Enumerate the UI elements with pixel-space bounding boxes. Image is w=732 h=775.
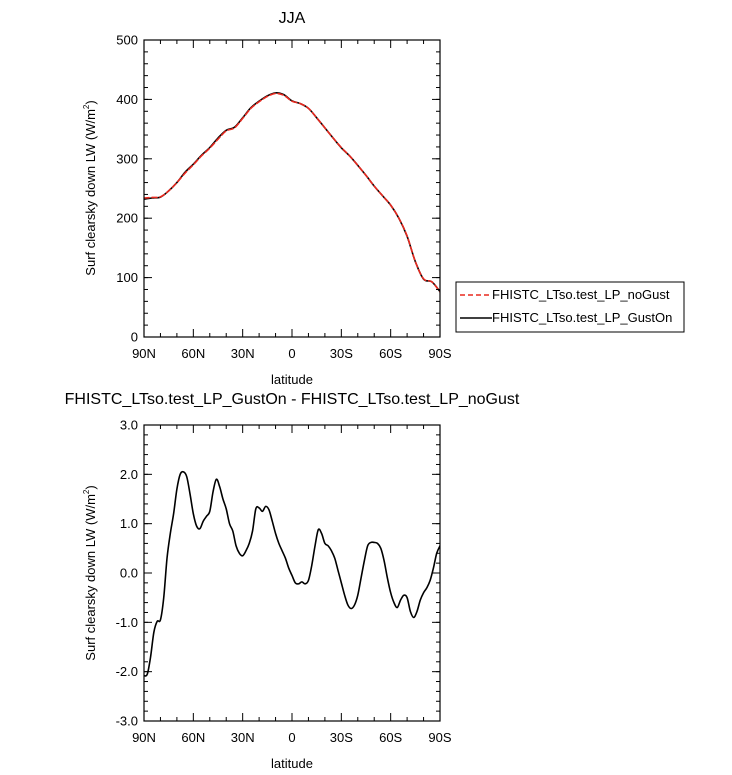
y-axis-label: Surf clearsky down LW (W/m2): [82, 100, 98, 275]
y-tick-label: -1.0: [116, 615, 138, 630]
x-tick-label: 0: [288, 730, 295, 745]
y-tick-label: 3.0: [120, 418, 138, 433]
chart-top: JJA 90N 60N 30N 0 30S 60S 90S0100200300400500 …: [82, 10, 685, 387]
y-tick-label: -3.0: [116, 714, 138, 729]
y-tick-label: 200: [116, 211, 138, 226]
y-tick-label: 300: [116, 151, 138, 166]
x-axis-label: latitude: [271, 756, 313, 771]
x-axis-label: latitude: [271, 372, 313, 387]
series-line-difference: [144, 470, 440, 677]
x-tick-label: 90S: [428, 346, 451, 361]
x-tick-label: 60S: [379, 346, 402, 361]
y-tick-label: 400: [116, 92, 138, 107]
x-tick-label: 90N: [132, 730, 156, 745]
chart-title: FHISTC_LTso.test_LP_GustOn - FHISTC_LTso…: [65, 391, 520, 408]
y-tick-label: 0: [131, 330, 138, 345]
y-axis-label: Surf clearsky down LW (W/m2): [82, 485, 98, 660]
x-tick-label: 90N: [132, 346, 156, 361]
y-tick-label: 100: [116, 270, 138, 285]
series-line-FHISTC_LTso.test_LP_noGust: [144, 92, 440, 293]
x-tick-label: 60S: [379, 730, 402, 745]
legend-label-guston: FHISTC_LTso.test_LP_GustOn: [492, 310, 672, 325]
plot-frame: [143, 39, 441, 338]
plot-frame: [143, 424, 441, 722]
y-tick-label: 2.0: [120, 467, 138, 482]
x-tick-label: 30S: [330, 346, 353, 361]
x-tick-label: 0: [288, 346, 295, 361]
x-tick-label: 60N: [181, 730, 205, 745]
y-tick-label: 500: [116, 33, 138, 48]
x-tick-label: 60N: [181, 346, 205, 361]
x-tick-label: 30S: [330, 730, 353, 745]
chart-title: JJA: [279, 10, 306, 27]
x-tick-label: 30N: [231, 346, 255, 361]
legend: FHISTC_LTso.test_LP_noGust FHISTC_LTso.t…: [455, 281, 685, 333]
x-tick-label: 90S: [428, 730, 451, 745]
x-tick-label: 30N: [231, 730, 255, 745]
y-tick-label: 1.0: [120, 516, 138, 531]
series-line-FHISTC_LTso.test_LP_GustOn: [144, 92, 440, 293]
legend-box: [455, 281, 685, 333]
chart-bottom: FHISTC_LTso.test_LP_GustOn - FHISTC_LTso…: [65, 391, 520, 771]
legend-label-nogust: FHISTC_LTso.test_LP_noGust: [492, 287, 670, 302]
y-tick-label: -2.0: [116, 664, 138, 679]
y-tick-label: 0.0: [120, 566, 138, 581]
